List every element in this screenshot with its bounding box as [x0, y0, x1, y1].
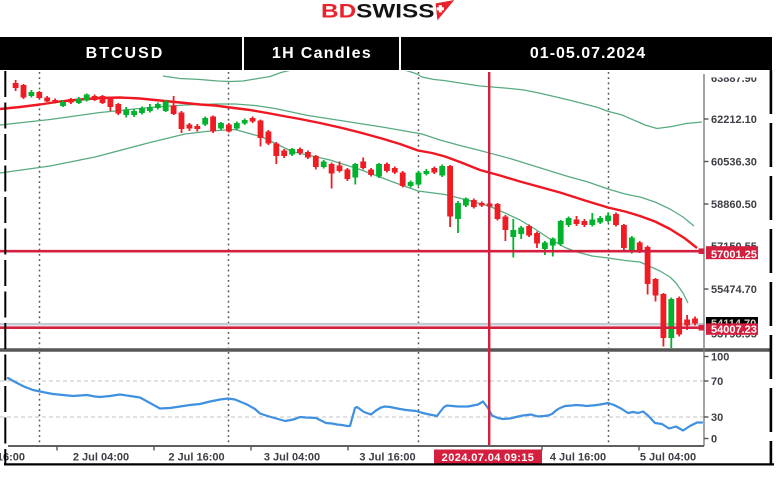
svg-text:5 Jul 04:00: 5 Jul 04:00: [640, 452, 696, 464]
svg-text:1 Jul 16:00: 1 Jul 16:00: [0, 452, 25, 464]
svg-text:58860.50: 58860.50: [711, 199, 757, 211]
svg-text:55474.70: 55474.70: [711, 284, 757, 296]
svg-text:70: 70: [711, 376, 723, 388]
svg-text:60536.30: 60536.30: [711, 157, 757, 169]
svg-text:3 Jul 04:00: 3 Jul 04:00: [264, 452, 320, 464]
svg-text:2 Jul 16:00: 2 Jul 16:00: [168, 452, 224, 464]
svg-text:3 Jul 16:00: 3 Jul 16:00: [359, 452, 415, 464]
svg-text:30: 30: [711, 412, 723, 424]
svg-text:4 Jul 16:00: 4 Jul 16:00: [550, 452, 606, 464]
svg-text:54007.23: 54007.23: [711, 324, 757, 336]
svg-text:BDSWISS: BDSWISS: [321, 0, 434, 22]
svg-text:2 Jul 04:00: 2 Jul 04:00: [73, 452, 129, 464]
svg-text:100: 100: [711, 352, 729, 364]
svg-text:62212.10: 62212.10: [711, 114, 757, 126]
svg-text:0: 0: [711, 434, 717, 446]
svg-text:2024.07.04 09:15: 2024.07.04 09:15: [442, 452, 535, 464]
svg-text:57001.25: 57001.25: [711, 249, 757, 261]
